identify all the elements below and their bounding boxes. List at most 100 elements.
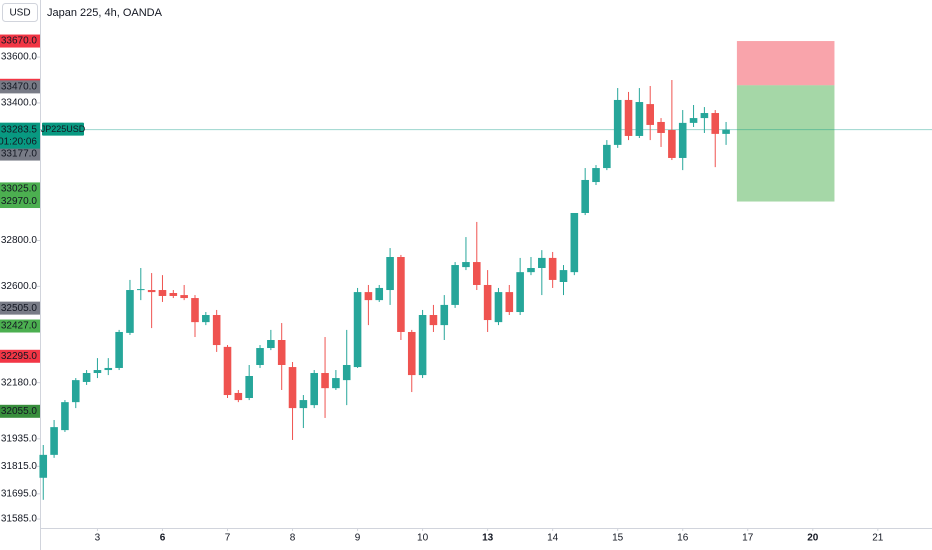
candle-body bbox=[332, 378, 340, 389]
symbol-box bbox=[42, 122, 84, 136]
y-tick-label: 31695.0 bbox=[1, 488, 38, 499]
x-tick-label: 20 bbox=[807, 533, 819, 544]
candle-body bbox=[668, 129, 676, 158]
stop-zone bbox=[736, 41, 835, 86]
candle-body bbox=[657, 121, 665, 133]
candle-body bbox=[646, 104, 654, 125]
price-label-box bbox=[0, 319, 40, 333]
x-tick-label: 17 bbox=[742, 533, 754, 544]
x-tick-label: 10 bbox=[417, 533, 429, 544]
candle-body bbox=[505, 292, 514, 313]
candle-body bbox=[245, 375, 253, 399]
x-tick-label: 14 bbox=[547, 533, 559, 544]
y-tick-label: 32600.0 bbox=[1, 281, 38, 292]
candle-body bbox=[472, 262, 481, 285]
candle-body bbox=[581, 179, 589, 213]
price-label: 33177.0 bbox=[1, 149, 38, 160]
x-tick-label: 15 bbox=[612, 533, 624, 544]
price-label: 32505.0 bbox=[1, 303, 38, 314]
candle-body bbox=[516, 272, 524, 313]
candle-body bbox=[147, 290, 156, 293]
candle-body bbox=[169, 293, 178, 296]
candle-body bbox=[527, 268, 535, 273]
symbol-label: JP225USD bbox=[41, 124, 86, 134]
target-zone bbox=[736, 85, 835, 202]
candle-body bbox=[624, 99, 633, 136]
candle-body bbox=[104, 367, 113, 371]
x-tick-label: 9 bbox=[355, 533, 361, 544]
candle-body bbox=[310, 373, 319, 406]
candle-body bbox=[50, 427, 58, 455]
current-price-label: 33283.5 bbox=[1, 124, 38, 135]
candle-body bbox=[126, 290, 134, 333]
candle-body bbox=[342, 364, 351, 381]
candle-body bbox=[548, 257, 557, 280]
x-tick-label: 7 bbox=[225, 533, 231, 544]
price-label: 33670.0 bbox=[1, 36, 38, 47]
x-tick-label: 6 bbox=[160, 533, 166, 544]
candle-body bbox=[722, 129, 730, 134]
candle-body bbox=[256, 348, 264, 365]
candle-body bbox=[711, 113, 720, 134]
candle-body bbox=[61, 402, 69, 431]
candle-body bbox=[93, 370, 102, 374]
currency-box[interactable] bbox=[2, 3, 38, 22]
price-label-box bbox=[0, 404, 40, 418]
candle-body bbox=[202, 315, 210, 323]
price-label-box bbox=[0, 195, 40, 209]
x-tick-label: 8 bbox=[290, 533, 296, 544]
candle-body bbox=[689, 118, 698, 123]
candle-body bbox=[223, 346, 232, 396]
countdown: 01:20:06 bbox=[0, 136, 37, 147]
price-label-box bbox=[0, 349, 40, 363]
candle-body bbox=[603, 144, 611, 169]
candle-body bbox=[71, 380, 80, 403]
candle-body bbox=[234, 392, 243, 401]
chart-title: Japan 225, 4h, OANDA bbox=[47, 7, 163, 19]
candle-body bbox=[364, 292, 373, 301]
candle-body bbox=[158, 290, 167, 296]
candle-body bbox=[592, 168, 600, 183]
candle-body bbox=[288, 367, 297, 409]
y-tick-label: 31935.0 bbox=[1, 433, 38, 444]
candle-body bbox=[462, 262, 470, 268]
candle-body bbox=[483, 284, 492, 321]
currency: USD bbox=[9, 8, 30, 19]
y-tick-label: 32180.0 bbox=[1, 377, 38, 388]
candle-body bbox=[267, 340, 275, 349]
price-label: 33025.0 bbox=[1, 184, 38, 195]
y-tick-label: 31585.0 bbox=[1, 514, 38, 525]
y-tick-label: 33600.0 bbox=[1, 52, 38, 63]
candle-body bbox=[191, 298, 199, 323]
price-label: 32295.0 bbox=[1, 351, 38, 362]
y-tick-label: 32800.0 bbox=[1, 235, 38, 246]
candle-body bbox=[429, 315, 438, 326]
candle-body bbox=[397, 257, 405, 332]
candle-body bbox=[39, 454, 48, 478]
price-label-box bbox=[0, 147, 40, 161]
candle-body bbox=[353, 292, 362, 368]
x-tick-label: 3 bbox=[95, 533, 101, 544]
candle-body bbox=[418, 315, 427, 376]
x-tick-label: 13 bbox=[482, 533, 494, 544]
price-label: 32055.0 bbox=[1, 406, 38, 417]
candle-body bbox=[407, 331, 416, 376]
y-tick-label: 33400.0 bbox=[1, 98, 38, 109]
price-label-box bbox=[0, 301, 40, 315]
price-label: 32970.0 bbox=[1, 196, 38, 207]
candle-body bbox=[212, 315, 221, 346]
candle-body bbox=[375, 287, 384, 301]
candle-body bbox=[440, 304, 449, 326]
candle-body bbox=[180, 295, 188, 299]
price-label-box bbox=[0, 80, 40, 94]
candle-body bbox=[559, 270, 568, 282]
candle-body bbox=[678, 122, 687, 158]
candle-body bbox=[494, 292, 503, 323]
candle-body bbox=[115, 331, 123, 368]
candle-body bbox=[570, 212, 579, 273]
candle-body bbox=[635, 102, 644, 136]
price-label: 33470.0 bbox=[1, 82, 38, 93]
candle-body bbox=[321, 373, 329, 389]
candle-body bbox=[451, 265, 459, 305]
